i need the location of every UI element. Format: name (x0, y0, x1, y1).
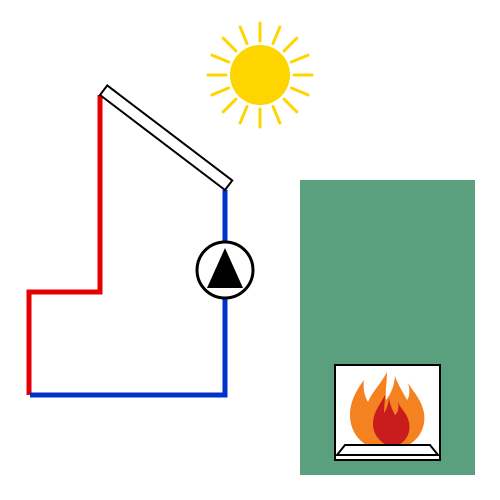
sun-ray (223, 38, 236, 51)
solar-collector (100, 85, 232, 190)
sun-ray (291, 55, 308, 62)
sun-ray (212, 55, 229, 62)
sun-ray (273, 27, 280, 44)
sun-icon (230, 45, 290, 105)
sun-ray (273, 106, 280, 123)
sun-ray (223, 99, 236, 112)
sun-ray (284, 99, 297, 112)
heating-diagram (0, 0, 500, 500)
sun-ray (284, 38, 297, 51)
sun-ray (240, 106, 247, 123)
sun-ray (240, 27, 247, 44)
hot-pipe (29, 95, 100, 395)
sun-ray (291, 88, 308, 95)
sun-ray (212, 88, 229, 95)
flame-tray (337, 445, 438, 455)
